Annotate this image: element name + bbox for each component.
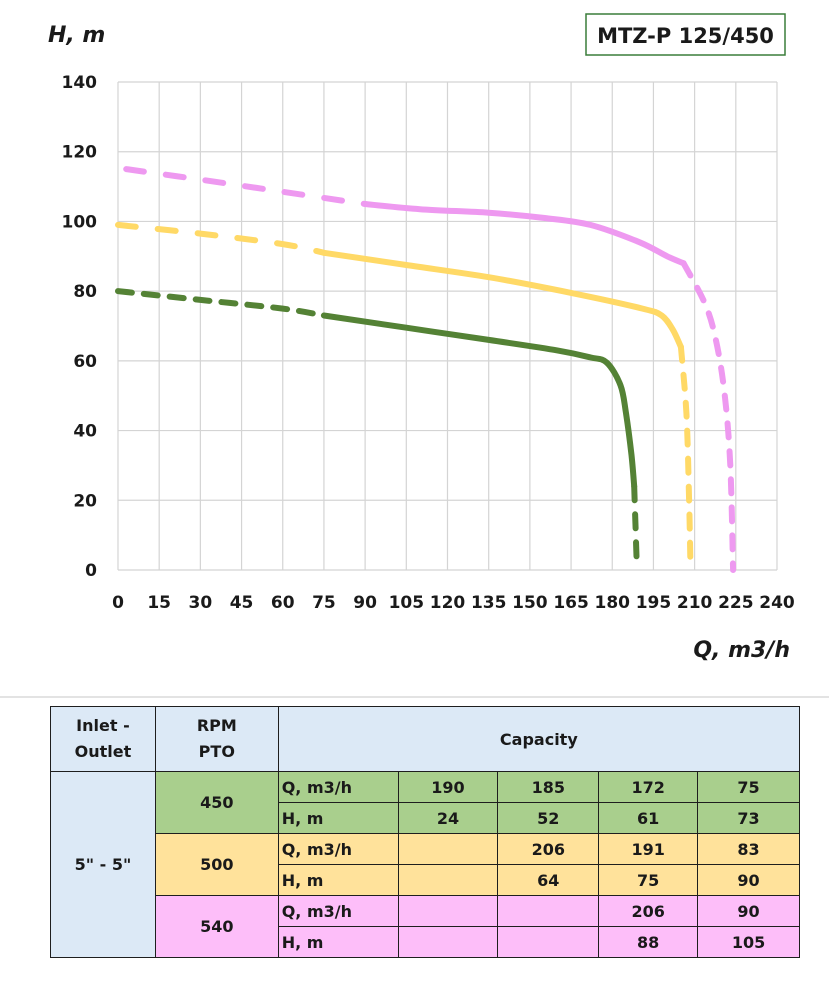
table-cell: 172 bbox=[598, 771, 699, 803]
param-label-q: Q, m3/h bbox=[277, 771, 399, 803]
table-cell bbox=[397, 895, 499, 927]
x-tick-label: 195 bbox=[636, 593, 672, 613]
curve-dashed-end bbox=[680, 260, 737, 573]
y-axis-ticks: 0 20 40 60 80 100 120 140 bbox=[62, 73, 98, 581]
capacity-table: Inlet - Outlet RPM PTO Capacity 5" - 5" … bbox=[50, 706, 801, 958]
header-inlet-outlet-line2: Outlet bbox=[74, 742, 132, 761]
table-cell: 190 bbox=[397, 771, 499, 803]
x-tick-label: 120 bbox=[430, 593, 466, 613]
table-cell: 83 bbox=[697, 833, 800, 865]
table-cell: 185 bbox=[497, 771, 600, 803]
model-label: MTZ-P 125/450 bbox=[597, 24, 774, 48]
y-tick-label: 0 bbox=[85, 561, 97, 581]
y-tick-label: 40 bbox=[73, 422, 97, 442]
curve-solid bbox=[320, 249, 684, 350]
x-tick-label: 135 bbox=[471, 593, 507, 613]
header-capacity: Capacity bbox=[277, 706, 801, 772]
table-cell: 52 bbox=[497, 802, 600, 834]
grid-lines bbox=[117, 81, 778, 571]
series-450-rpm bbox=[115, 288, 640, 573]
curve-solid bbox=[320, 312, 638, 490]
curve-solid bbox=[362, 201, 687, 267]
x-tick-label: 210 bbox=[677, 593, 713, 613]
rpm-value-450: 450 bbox=[154, 771, 279, 834]
table-cell: 90 bbox=[697, 895, 800, 927]
x-axis-ticks: 0 15 30 45 60 75 90 105 120 135 150 165 180 195 210 225… bbox=[112, 593, 795, 613]
x-tick-label: 75 bbox=[312, 593, 336, 613]
param-label-h: H, m bbox=[277, 864, 399, 896]
x-tick-label: 15 bbox=[147, 593, 171, 613]
y-tick-label: 20 bbox=[73, 491, 97, 511]
table-cell: 90 bbox=[697, 864, 800, 896]
header-rpm-line1: RPM bbox=[196, 716, 237, 735]
header-rpm-line2: PTO bbox=[198, 742, 235, 761]
x-tick-label: 225 bbox=[718, 593, 754, 613]
y-tick-label: 120 bbox=[62, 143, 98, 163]
header-rpm-pto: RPM PTO bbox=[154, 706, 279, 772]
param-label-q: Q, m3/h bbox=[277, 895, 399, 927]
table-cell bbox=[497, 926, 600, 958]
table-cell: 61 bbox=[598, 802, 699, 834]
table-cell: 191 bbox=[598, 833, 699, 865]
section-divider bbox=[0, 696, 829, 698]
table-cell: 64 bbox=[497, 864, 600, 896]
param-label-h: H, m bbox=[277, 926, 399, 958]
inlet-outlet-value: 5" - 5" bbox=[50, 771, 156, 958]
y-tick-label: 100 bbox=[62, 212, 98, 232]
table-cell: 105 bbox=[697, 926, 800, 958]
x-tick-label: 90 bbox=[353, 593, 377, 613]
table-cell: 75 bbox=[697, 771, 800, 803]
x-tick-label: 105 bbox=[389, 593, 425, 613]
table-cell: 206 bbox=[497, 833, 600, 865]
y-axis-title: H, m bbox=[48, 23, 105, 48]
curve-dashed-start bbox=[115, 288, 327, 319]
curve-dashed-start bbox=[115, 221, 327, 256]
model-label-box bbox=[585, 13, 786, 56]
x-tick-label: 180 bbox=[595, 593, 631, 613]
rpm-value-500: 500 bbox=[154, 833, 279, 896]
param-label-h: H, m bbox=[277, 802, 399, 834]
performance-curves bbox=[115, 166, 737, 573]
y-tick-label: 140 bbox=[62, 73, 98, 93]
x-tick-label: 150 bbox=[512, 593, 548, 613]
table-cell bbox=[397, 926, 499, 958]
curve-dashed-end bbox=[677, 343, 694, 573]
table-cell: 24 bbox=[397, 802, 499, 834]
y-tick-label: 80 bbox=[73, 282, 97, 302]
x-tick-label: 0 bbox=[112, 593, 124, 613]
table-cell: 88 bbox=[598, 926, 699, 958]
x-tick-label: 60 bbox=[271, 593, 295, 613]
header-inlet-outlet-line1: Inlet - bbox=[76, 716, 130, 735]
rpm-value-540: 540 bbox=[154, 895, 279, 958]
y-tick-label: 60 bbox=[73, 352, 97, 372]
x-tick-label: 240 bbox=[759, 593, 795, 613]
curve-dashed-end bbox=[631, 483, 640, 573]
x-tick-label: 45 bbox=[230, 593, 254, 613]
curve-dashed-start bbox=[123, 166, 369, 207]
param-label-q: Q, m3/h bbox=[277, 833, 399, 865]
table-cell bbox=[497, 895, 600, 927]
table-cell bbox=[397, 864, 499, 896]
table-cell bbox=[397, 833, 499, 865]
table-cell: 206 bbox=[598, 895, 699, 927]
table-cell: 73 bbox=[697, 802, 800, 834]
header-inlet-outlet: Inlet - Outlet bbox=[50, 706, 156, 772]
series-500-rpm bbox=[115, 221, 694, 573]
x-axis-title: Q, m3/h bbox=[693, 638, 790, 663]
table-cell: 75 bbox=[598, 864, 699, 896]
x-tick-label: 30 bbox=[189, 593, 213, 613]
series-540-rpm bbox=[123, 166, 737, 573]
x-tick-label: 165 bbox=[553, 593, 589, 613]
